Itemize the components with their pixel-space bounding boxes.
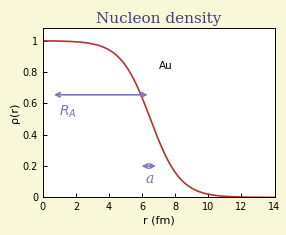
Text: $R_A$: $R_A$ [59,104,77,120]
Title: Nucleon density: Nucleon density [96,12,221,26]
Y-axis label: ρ(r): ρ(r) [10,103,20,123]
X-axis label: r (fm): r (fm) [143,215,175,225]
Text: Au: Au [159,61,172,71]
Text: a: a [146,172,154,186]
